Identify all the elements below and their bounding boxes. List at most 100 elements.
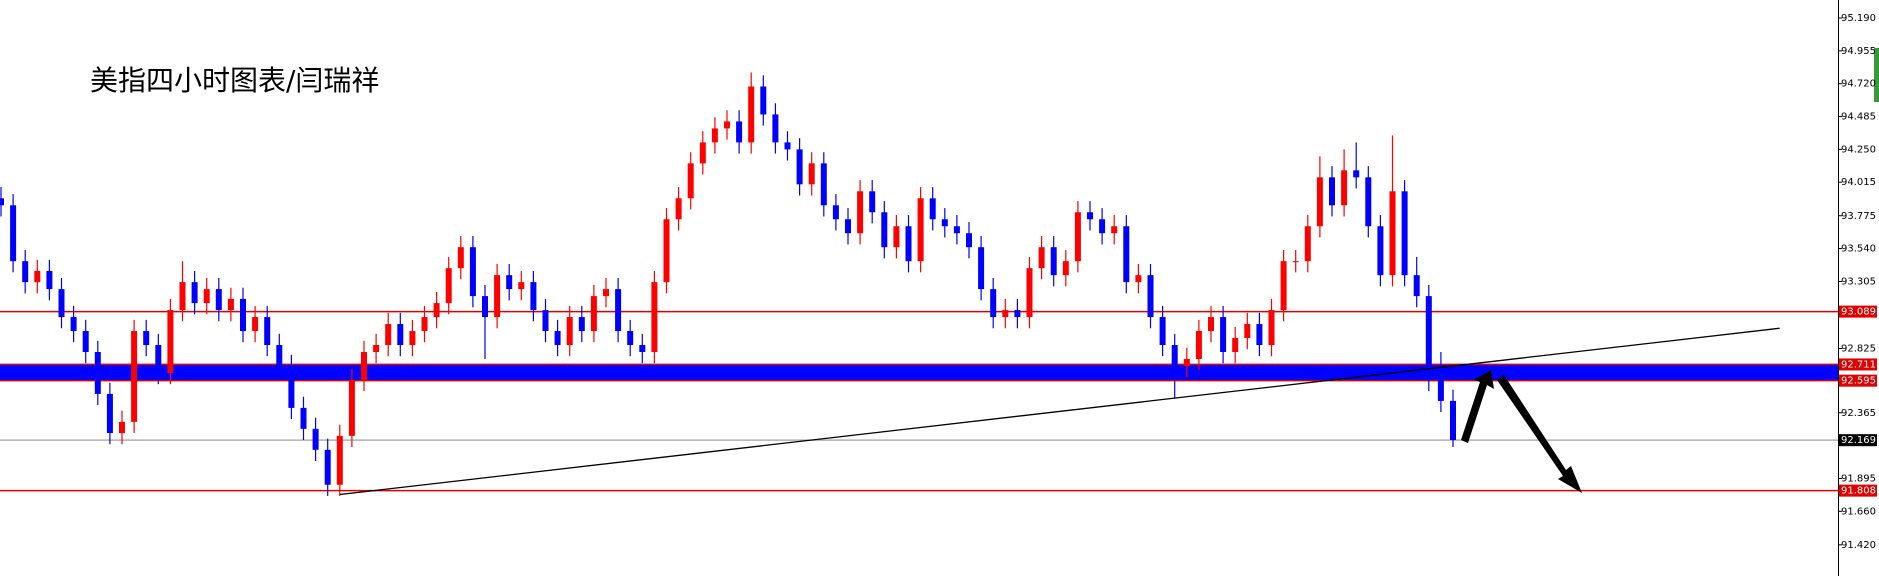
arrow-up xyxy=(1461,370,1494,443)
candle-body xyxy=(143,331,150,346)
candle-body xyxy=(1087,212,1093,220)
y-tick-label: 94.955 xyxy=(1841,46,1876,57)
trendline xyxy=(339,327,1780,496)
candle-body xyxy=(518,282,525,290)
candle-body xyxy=(445,268,452,304)
candle-body xyxy=(300,407,307,429)
candle-body xyxy=(881,212,888,248)
candle-body xyxy=(1377,226,1384,276)
candle-body xyxy=(155,345,162,373)
candle-body xyxy=(106,393,113,434)
candle-body xyxy=(1111,226,1118,234)
candle-body xyxy=(1268,310,1275,346)
candle-body xyxy=(361,352,367,380)
candle-body xyxy=(312,428,319,450)
arrow-down xyxy=(1497,375,1582,493)
candle-body xyxy=(663,219,670,283)
y-tick-label: 94.485 xyxy=(1841,112,1876,123)
candle-body xyxy=(0,198,4,206)
candle-body xyxy=(1135,275,1142,283)
candle-body xyxy=(433,303,440,318)
candle-body xyxy=(1329,177,1335,206)
candle-body xyxy=(905,226,912,262)
candle-body xyxy=(1413,275,1420,297)
candle-body xyxy=(70,317,77,332)
candle-body xyxy=(252,317,259,332)
candle-body xyxy=(203,289,210,304)
candle-body xyxy=(240,298,246,332)
level-label-box xyxy=(1839,305,1877,318)
candle-body xyxy=(324,449,331,485)
candle-body xyxy=(711,128,718,143)
y-tick-label: 91.420 xyxy=(1841,540,1876,551)
candle-body xyxy=(469,247,476,297)
candle-body xyxy=(651,282,658,352)
candle-body xyxy=(1074,212,1081,262)
candle-body xyxy=(1038,247,1045,269)
level-label: 92.169 xyxy=(1841,435,1876,446)
price-axis-labels: 95.190 94.955 94.720 94.485 94.250 94.015 93.7… xyxy=(1838,13,1877,551)
candle-body xyxy=(10,205,17,262)
candle-body xyxy=(1244,324,1251,339)
candle-body xyxy=(1256,324,1263,346)
candle-body xyxy=(1159,317,1166,346)
candle-body xyxy=(1353,170,1360,178)
candle-body xyxy=(820,163,827,206)
candle-body xyxy=(845,219,851,234)
candle-body xyxy=(1292,261,1299,263)
level-label-box xyxy=(1839,374,1877,387)
candle-body xyxy=(1002,310,1009,318)
scroll-marker xyxy=(1874,48,1879,102)
candle-body xyxy=(590,296,597,332)
candle-body xyxy=(530,282,537,311)
candle-body xyxy=(215,289,222,311)
level-label-box xyxy=(1839,358,1877,371)
candle-body xyxy=(397,324,404,346)
candle-body xyxy=(482,296,488,318)
level-label: 92.595 xyxy=(1841,376,1876,387)
y-tick-label: 91.895 xyxy=(1841,473,1876,484)
candle-body xyxy=(554,331,561,346)
candle-body xyxy=(796,149,803,185)
y-tick-label: 94.015 xyxy=(1841,177,1876,188)
candle-body xyxy=(457,247,464,269)
candle-body xyxy=(603,289,609,297)
candle-body xyxy=(1183,358,1190,366)
candle-body xyxy=(131,331,138,422)
candle-body xyxy=(578,317,585,332)
y-tick-label: 93.775 xyxy=(1841,211,1876,222)
candle-body xyxy=(832,205,839,220)
candle-body xyxy=(566,317,573,346)
candle-body xyxy=(1280,261,1287,311)
candle-body xyxy=(917,198,924,262)
candle-body xyxy=(1208,317,1214,332)
candle-body xyxy=(857,191,864,234)
level-label-box xyxy=(1839,484,1877,497)
candle-body xyxy=(639,345,646,352)
candle-body xyxy=(167,310,174,373)
candle-body xyxy=(264,317,271,346)
candle-body xyxy=(1050,247,1057,276)
candle-body xyxy=(276,345,283,366)
candle-body xyxy=(1062,261,1069,276)
candle-body xyxy=(119,421,125,434)
candle-body xyxy=(227,298,234,311)
candle-body xyxy=(58,289,65,318)
candle-body xyxy=(1026,268,1033,318)
candle-body xyxy=(1401,191,1408,276)
candle-body xyxy=(191,282,198,304)
candle-body xyxy=(772,114,779,143)
candle-body xyxy=(893,226,900,248)
candle-body xyxy=(1425,296,1432,380)
candle-body xyxy=(494,275,501,318)
candle-body xyxy=(1123,226,1130,283)
candle-body xyxy=(941,219,948,227)
candle-body xyxy=(953,226,960,234)
candle-body xyxy=(724,121,730,129)
candle-body xyxy=(615,289,622,332)
level-label-box xyxy=(1839,434,1877,447)
candle-body xyxy=(1389,191,1396,276)
candle-body xyxy=(760,86,767,115)
y-tick-label: 94.250 xyxy=(1841,144,1876,155)
candle-body xyxy=(46,270,53,290)
